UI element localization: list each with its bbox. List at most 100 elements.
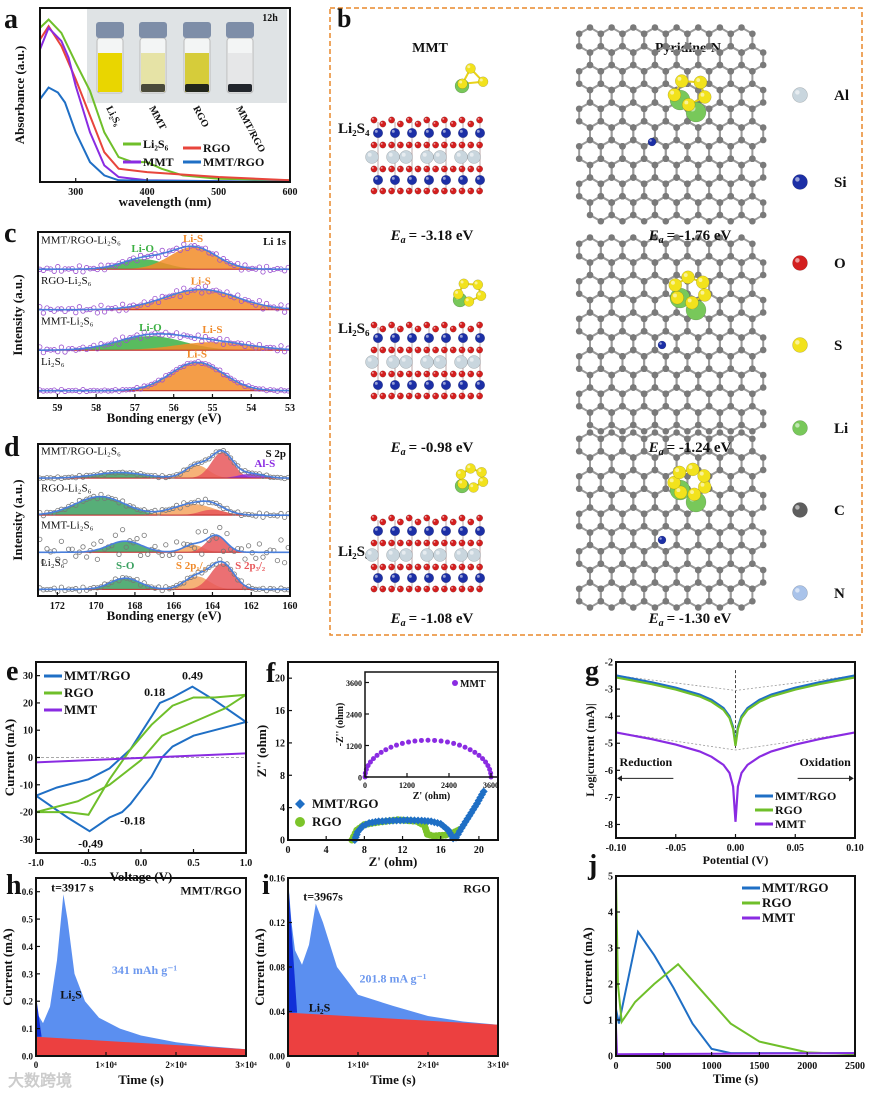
carbon-atom (586, 384, 594, 391)
data-point (192, 545, 198, 551)
carbon-atom (716, 334, 724, 341)
carbon-atom (684, 240, 691, 248)
carbon-atom (651, 24, 659, 31)
oxygen-atom (370, 141, 378, 149)
oxygen-atom-highlight (477, 586, 480, 589)
oxygen-atom (458, 116, 466, 124)
current-curve-2 (615, 1027, 856, 1056)
x-tick-label: -0.10 (606, 843, 627, 854)
oxygen-atom (449, 563, 457, 571)
oxygen-atom-highlight (468, 347, 471, 350)
silicon-atom (406, 525, 418, 537)
oxygen-atom (467, 370, 475, 378)
carbon-atom (738, 271, 745, 279)
oxygen-atom-highlight (442, 188, 445, 191)
carbon-atom (759, 466, 767, 474)
carbon-atom (716, 199, 724, 206)
oxygen-atom (432, 370, 440, 378)
silicon-atom-highlight (476, 176, 480, 180)
data-point (432, 737, 438, 743)
oxygen-atom (414, 187, 422, 195)
carbon-atom (749, 315, 756, 323)
legend-label: MMT/RGO (762, 880, 828, 895)
carbon-atom (673, 271, 680, 279)
carbon-atom (705, 365, 713, 373)
carbon-atom (738, 234, 745, 241)
y-tick-label: 0.04 (269, 1007, 285, 1017)
carbon-atom (586, 124, 594, 131)
ea-subscript: a (401, 618, 406, 629)
carbon-atom (597, 42, 605, 50)
oxygen-atom (370, 563, 378, 571)
x-tick-label: 2×10⁴ (165, 1060, 187, 1070)
data-point (231, 377, 237, 383)
plot-frame (39, 7, 291, 183)
carbon-atom (651, 579, 659, 586)
carbon-atom (749, 252, 756, 260)
carbon-atom (749, 510, 756, 518)
baseline-area (36, 1036, 246, 1056)
carbon-atom (575, 252, 583, 260)
carbon-atom (673, 174, 680, 181)
carbon-atom (651, 491, 659, 499)
carbon-atom (673, 24, 680, 31)
oxygen-atom-highlight (407, 188, 410, 191)
oxygen-atom (476, 514, 484, 522)
carbon-atom (716, 429, 724, 436)
peak-label: S 2p₁/₂ (176, 560, 207, 572)
oxygen-atom-highlight (442, 586, 445, 589)
sulfur-atom-highlight (698, 278, 703, 282)
sulfur-atom-highlight (683, 273, 688, 277)
aluminum-atom-highlight (367, 357, 372, 362)
carbon-atom (727, 510, 735, 518)
oxygen-atom (467, 325, 475, 333)
data-point (152, 330, 158, 336)
spectrum-label: MMT/RGO-Li₂S₆ (41, 446, 121, 458)
aluminum-atom-highlight (456, 357, 461, 362)
data-point (444, 739, 450, 745)
carbon-atom (662, 472, 670, 480)
y-tick-label: -5 (605, 739, 613, 750)
panel-label: a (4, 4, 18, 35)
peak-label: S-O (116, 560, 135, 572)
oxygen-atom-highlight (468, 586, 471, 589)
carbon-atom (684, 547, 691, 555)
aluminum-atom-highlight (388, 550, 393, 555)
peak-label: Al-S (254, 458, 275, 470)
carbon-atom (651, 466, 659, 474)
oxygen-atom (432, 392, 440, 400)
x-axis-label: Potential (V) (703, 853, 769, 867)
carbon-atom (738, 466, 745, 474)
sulfur-atom-highlight (479, 78, 483, 82)
oxygen-atom (405, 370, 413, 378)
spectrum (37, 524, 291, 566)
carbon-atom (575, 277, 583, 285)
data-point (58, 538, 65, 544)
data-point (480, 756, 486, 762)
adsorption-energy: Ea = -1.30 eV (648, 611, 732, 629)
oxygen-atom-highlight (468, 188, 471, 191)
oxygen-atom (458, 563, 466, 571)
carbon-atom (597, 80, 605, 88)
silicon-atom-highlight (459, 176, 463, 180)
carbon-atom (662, 402, 670, 410)
fitted-peak (38, 563, 290, 590)
nitrogen-atom (657, 340, 667, 350)
carbon-atom (586, 136, 594, 144)
carbon-atom (705, 80, 713, 88)
data-point (228, 455, 234, 461)
data-point (181, 285, 187, 291)
data-point (206, 564, 212, 570)
absorbance-line-1 (39, 24, 291, 182)
carbon-ring (664, 581, 689, 609)
carbon-atom (619, 597, 626, 605)
carbon-atom (673, 409, 680, 416)
carbon-atom (727, 597, 735, 605)
data-point (274, 306, 280, 312)
lithium-polysulfide-cluster (668, 270, 712, 321)
oxygen-atom-highlight (459, 564, 462, 567)
silicon-atom-highlight (476, 334, 480, 338)
fitted-peak (38, 541, 290, 553)
carbon-atom (738, 161, 745, 169)
carbon-atom (759, 86, 767, 94)
